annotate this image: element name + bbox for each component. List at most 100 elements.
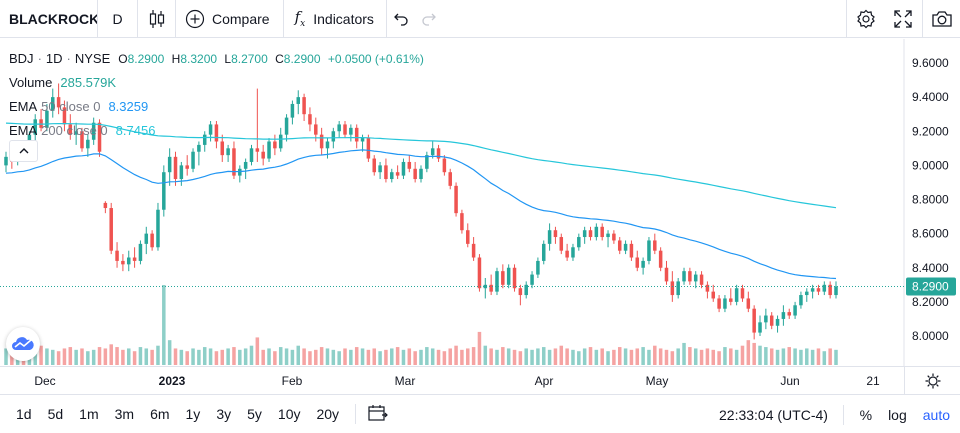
compare-button[interactable]: Compare — [176, 0, 284, 38]
time-tick-label: Dec — [34, 374, 56, 388]
candle-body — [454, 185, 458, 214]
volume-bar — [512, 349, 517, 365]
candle-body — [325, 141, 330, 149]
price-chart[interactable]: 9.6000 9.4000 9.2000 9.0000 8.8000 8.6000 8.40… — [0, 39, 960, 366]
volume-bar — [91, 349, 96, 365]
volume-bar — [33, 348, 37, 365]
time-tick-label: Apr — [534, 374, 554, 388]
candle-body — [594, 226, 599, 238]
volume-bar — [430, 348, 435, 365]
volume-bar — [565, 348, 569, 365]
range-3y[interactable]: 3y — [216, 406, 232, 422]
volume-bar — [828, 348, 832, 365]
symbol-search[interactable]: BLACKROCK — [0, 0, 98, 38]
volume-bar — [629, 349, 634, 365]
volume-bar — [658, 348, 663, 365]
legend-collapse-button[interactable] — [9, 140, 38, 162]
volume-value: 285.579K — [60, 75, 117, 90]
candle-body — [658, 250, 663, 268]
range-20y[interactable]: 20y — [316, 406, 340, 422]
candle-body — [518, 288, 523, 296]
ema200-label: EMA — [9, 123, 38, 138]
volume-bar — [705, 348, 710, 365]
range-6m[interactable]: 6m — [150, 406, 170, 422]
ema200-value: 8.7456 — [115, 123, 156, 138]
candle-body — [793, 305, 797, 316]
cloud-logo-icon — [12, 337, 34, 350]
auto-scale-toggle[interactable]: auto — [922, 407, 950, 423]
volume-legend[interactable]: Volume 285.579K — [9, 71, 424, 95]
plus-circle-icon — [185, 9, 205, 28]
camera-icon — [931, 11, 952, 27]
volume-bar — [360, 348, 365, 365]
range-5d[interactable]: 5d — [47, 406, 64, 422]
candle-body — [191, 151, 195, 169]
bottom-toolbar: 1d 5d 1m 3m 6m 1y 3y 5y 10y 20y 22:33:04… — [0, 394, 960, 433]
legend-high: 8.3200 — [180, 52, 218, 66]
volume-bar — [51, 349, 55, 365]
candle-body — [51, 97, 55, 111]
candle-body — [103, 202, 108, 209]
interval-button[interactable]: D — [98, 0, 138, 38]
indicators-button[interactable]: fx Indicators — [284, 0, 387, 38]
candle-body — [349, 127, 353, 135]
candle-body — [384, 165, 388, 180]
axis-settings-button[interactable] — [904, 367, 960, 394]
candle-body — [553, 230, 558, 238]
volume-bar — [653, 345, 657, 365]
chart-pane[interactable]: 9.6000 9.4000 9.2000 9.0000 8.8000 8.6000 8.40… — [0, 39, 960, 366]
tradingview-logo[interactable] — [6, 327, 40, 361]
candle-body — [617, 240, 622, 251]
log-toggle[interactable]: log — [888, 407, 907, 423]
date-range-button[interactable] — [368, 404, 388, 425]
range-1m[interactable]: 1m — [79, 406, 99, 422]
fullscreen-button[interactable] — [884, 0, 922, 38]
candle-body — [653, 240, 657, 251]
volume-bar — [296, 345, 301, 365]
chart-type-button[interactable] — [138, 0, 176, 38]
candle-body — [682, 271, 686, 282]
volume-bar — [249, 345, 254, 365]
candle-body — [162, 172, 166, 210]
range-1y[interactable]: 1y — [185, 406, 201, 422]
ema200-params: 200 close 0 — [41, 123, 108, 138]
candle-body — [156, 209, 160, 248]
time-tick-label: 21 — [866, 374, 880, 388]
ema50-label: EMA — [9, 99, 38, 114]
settings-button[interactable] — [846, 0, 884, 38]
undo-button[interactable] — [387, 0, 415, 38]
range-5y[interactable]: 5y — [247, 406, 262, 422]
percent-toggle[interactable]: % — [859, 407, 873, 423]
legend-ohlc: O8.2900 H8.3200 L8.2700 C8.2900 +0.0500 … — [118, 52, 424, 66]
candle-body — [466, 230, 470, 244]
candle-body — [752, 308, 756, 333]
volume-bar — [805, 348, 809, 365]
volume-bar — [559, 345, 564, 365]
volume-bar — [407, 348, 412, 365]
screenshot-button[interactable] — [922, 0, 960, 38]
candle-body — [600, 226, 604, 238]
range-10y[interactable]: 10y — [277, 406, 301, 422]
price-tick-label: 9.2000 — [912, 124, 949, 138]
candle-body — [284, 117, 289, 135]
ema50-legend[interactable]: EMA 50 close 0 8.3259 — [9, 95, 424, 119]
volume-bar — [693, 348, 698, 365]
volume-bar — [553, 348, 558, 365]
candle-body — [729, 298, 733, 302]
ema50-value: 8.3259 — [108, 99, 149, 114]
candle-body — [179, 165, 184, 180]
redo-button[interactable] — [415, 0, 443, 38]
clock-timezone[interactable]: 22:33:04 (UTC-4) — [719, 407, 828, 423]
candle-body — [758, 322, 762, 333]
ema200-legend[interactable]: EMA 200 close 0 8.7456 — [9, 119, 424, 143]
candle-body — [717, 298, 721, 309]
range-3m[interactable]: 3m — [114, 406, 135, 422]
candle-body — [185, 165, 189, 169]
volume-bar — [226, 348, 230, 365]
range-1d[interactable]: 1d — [16, 406, 32, 422]
volume-bar — [395, 347, 400, 365]
volume-bar — [384, 349, 388, 365]
candle-body — [144, 233, 149, 244]
candle-body — [571, 247, 575, 258]
time-axis[interactable]: Dec 2023 Feb Mar Apr May Jun 21 — [0, 366, 960, 394]
